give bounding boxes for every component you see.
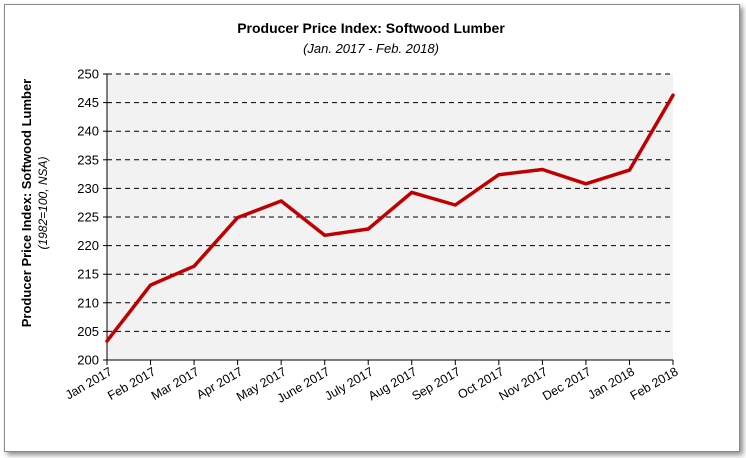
x-tick-label: Feb 2018 (628, 364, 681, 403)
y-tick-label: 240 (77, 124, 99, 139)
y-tick-label: 235 (77, 152, 99, 167)
x-tick-label: Jan 2018 (585, 364, 637, 402)
y-axis-label: Producer Price Index: Softwood Lumber (19, 79, 34, 327)
data-point (627, 168, 632, 172)
chart-title: Producer Price Index: Softwood Lumber (237, 20, 505, 36)
x-tick-label: July 2017 (322, 364, 375, 403)
data-point (671, 93, 675, 97)
data-point (148, 283, 153, 287)
series-line (105, 93, 675, 343)
y-axis-sublabel: (1982=100, NSA) (36, 156, 50, 249)
data-point (584, 182, 588, 186)
y-tick-label: 210 (77, 295, 99, 310)
data-point (497, 173, 501, 177)
data-point (105, 339, 109, 343)
x-tick-label: Dec 2017 (540, 364, 593, 403)
x-tick-label: Nov 2017 (497, 364, 550, 403)
chart-frame: Producer Price Index: Softwood Lumber (J… (4, 4, 740, 452)
x-tick-label: Sep 2017 (409, 364, 462, 403)
x-tick-label: Feb 2017 (105, 364, 158, 403)
x-tick-label: Mar 2017 (149, 364, 202, 403)
data-point (410, 190, 414, 195)
y-tick-label: 205 (77, 324, 99, 339)
data-point (453, 203, 457, 207)
chart-subtitle: (Jan. 2017 - Feb. 2018) (303, 41, 439, 56)
y-tick-label: 215 (77, 267, 99, 282)
y-tick-label: 245 (77, 95, 99, 110)
y-tick-label: 200 (77, 353, 99, 368)
data-point (366, 227, 370, 231)
x-tick-label: Aug 2017 (366, 364, 419, 403)
line-chart: Producer Price Index: Softwood Lumber (J… (19, 20, 681, 406)
data-point (323, 233, 327, 237)
x-tick-label: Jan 2017 (63, 364, 115, 402)
data-point (279, 199, 283, 203)
data-point (236, 215, 240, 220)
y-tick-label: 230 (77, 181, 99, 196)
data-point (540, 167, 544, 172)
data-point (192, 264, 196, 268)
y-tick-label: 225 (77, 210, 99, 225)
y-tick-label: 250 (77, 67, 99, 82)
y-tick-label: 220 (77, 238, 99, 253)
